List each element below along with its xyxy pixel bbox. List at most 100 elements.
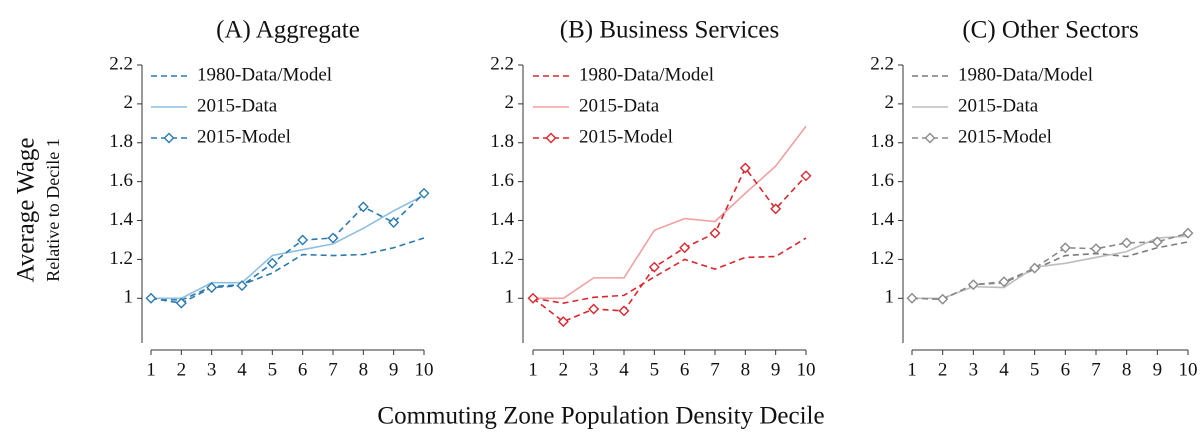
y-tick-label: 1.8 bbox=[490, 131, 514, 152]
marker bbox=[906, 292, 918, 304]
x-tick-label: 3 bbox=[207, 359, 217, 380]
y-tick-label: 1.6 bbox=[870, 170, 894, 191]
x-tick-label: 8 bbox=[741, 359, 751, 380]
y-tick-label: 1.8 bbox=[109, 131, 133, 152]
x-tick-label: 6 bbox=[680, 359, 690, 380]
x-tick-label: 3 bbox=[589, 359, 599, 380]
x-tick-label: 6 bbox=[298, 359, 308, 380]
x-tick-label: 1 bbox=[907, 359, 917, 380]
x-tick-label: 9 bbox=[771, 359, 781, 380]
x-tick-label: 9 bbox=[1153, 359, 1163, 380]
x-tick-label: 1 bbox=[146, 359, 156, 380]
legend-label: 1980-Data/Model bbox=[958, 64, 1093, 85]
series-line bbox=[533, 125, 807, 300]
chart-title: (A) Aggregate bbox=[216, 17, 360, 44]
x-tick-label: 10 bbox=[1179, 359, 1198, 380]
y-tick-label: 2 bbox=[885, 92, 895, 113]
legend-marker bbox=[545, 132, 557, 144]
x-tick-label: 3 bbox=[969, 359, 979, 380]
marker bbox=[236, 280, 248, 292]
y-tick-label: 1.4 bbox=[109, 209, 133, 230]
y-tick-label: 1.2 bbox=[870, 248, 894, 269]
marker bbox=[1029, 262, 1041, 274]
marker bbox=[588, 303, 600, 315]
x-tick-label: 5 bbox=[1030, 359, 1040, 380]
series-line bbox=[150, 237, 425, 302]
marker bbox=[206, 282, 218, 294]
legend-label: 2015-Data bbox=[958, 95, 1039, 116]
marker bbox=[618, 305, 630, 317]
x-tick-label: 4 bbox=[999, 359, 1009, 380]
marker bbox=[770, 203, 782, 215]
series-line bbox=[911, 232, 1189, 301]
x-tick-label: 1 bbox=[528, 359, 538, 380]
marker bbox=[1151, 236, 1163, 248]
x-tick-label: 10 bbox=[797, 359, 816, 380]
y-tick-label: 2.2 bbox=[870, 53, 894, 74]
y-tick-label: 1.4 bbox=[490, 209, 514, 230]
marker bbox=[175, 297, 187, 309]
marker bbox=[266, 257, 278, 269]
x-tick-label: 5 bbox=[268, 359, 278, 380]
marker bbox=[145, 292, 157, 304]
marker bbox=[1059, 242, 1071, 254]
marker bbox=[967, 279, 979, 291]
y-tick-label: 1.8 bbox=[870, 131, 894, 152]
legend-label: 2015-Data bbox=[579, 95, 660, 116]
y-tick-label: 2.2 bbox=[490, 53, 514, 74]
marker bbox=[418, 187, 430, 199]
series-line bbox=[151, 194, 425, 300]
chart-title: (C) Other Sectors bbox=[962, 17, 1138, 44]
x-tick-label: 8 bbox=[1122, 359, 1132, 380]
y-tick-label: 1 bbox=[885, 287, 895, 308]
series-line bbox=[912, 235, 1189, 300]
marker bbox=[327, 232, 339, 244]
legend-marker bbox=[924, 132, 936, 144]
marker bbox=[527, 292, 539, 304]
x-tick-label: 7 bbox=[1091, 359, 1101, 380]
x-tick-label: 4 bbox=[237, 359, 247, 380]
marker bbox=[1121, 237, 1133, 249]
x-tick-label: 8 bbox=[359, 359, 369, 380]
legend-label: 2015-Model bbox=[579, 126, 673, 147]
x-tick-label: 6 bbox=[1061, 359, 1071, 380]
y-axis-sublabel: Relative to Decile 1 bbox=[43, 138, 63, 281]
y-tick-label: 2.2 bbox=[109, 53, 133, 74]
x-tick-label: 10 bbox=[415, 359, 434, 380]
x-tick-label: 2 bbox=[559, 359, 569, 380]
y-tick-label: 1.2 bbox=[109, 248, 133, 269]
marker bbox=[357, 201, 369, 213]
marker bbox=[709, 227, 721, 239]
marker bbox=[557, 316, 569, 328]
x-tick-label: 5 bbox=[650, 359, 660, 380]
legend-label: 2015-Data bbox=[197, 95, 278, 116]
y-axis-label: Average Wage bbox=[13, 138, 40, 283]
marker bbox=[297, 234, 309, 246]
series-line bbox=[150, 192, 425, 304]
series-line bbox=[532, 237, 807, 304]
legend-label: 2015-Model bbox=[958, 126, 1052, 147]
marker bbox=[998, 276, 1010, 288]
series-line bbox=[532, 166, 807, 323]
x-tick-label: 7 bbox=[328, 359, 338, 380]
marker bbox=[1182, 227, 1194, 239]
marker bbox=[937, 293, 949, 305]
y-tick-label: 2 bbox=[124, 92, 134, 113]
x-tick-label: 2 bbox=[177, 359, 187, 380]
y-tick-label: 1 bbox=[124, 287, 134, 308]
x-tick-label: 9 bbox=[389, 359, 399, 380]
marker bbox=[648, 261, 660, 273]
x-tick-label: 2 bbox=[938, 359, 948, 380]
y-tick-label: 1.6 bbox=[490, 170, 514, 191]
x-tick-label: 7 bbox=[710, 359, 720, 380]
legend-label: 1980-Data/Model bbox=[197, 64, 332, 85]
legend-marker bbox=[163, 132, 175, 144]
y-tick-label: 1 bbox=[505, 287, 515, 308]
y-tick-label: 1.2 bbox=[490, 248, 514, 269]
x-axis-label: Commuting Zone Population Density Decile bbox=[377, 403, 824, 430]
x-tick-label: 4 bbox=[619, 359, 629, 380]
marker bbox=[800, 170, 812, 182]
legend-label: 1980-Data/Model bbox=[579, 64, 714, 85]
marker bbox=[388, 216, 400, 228]
